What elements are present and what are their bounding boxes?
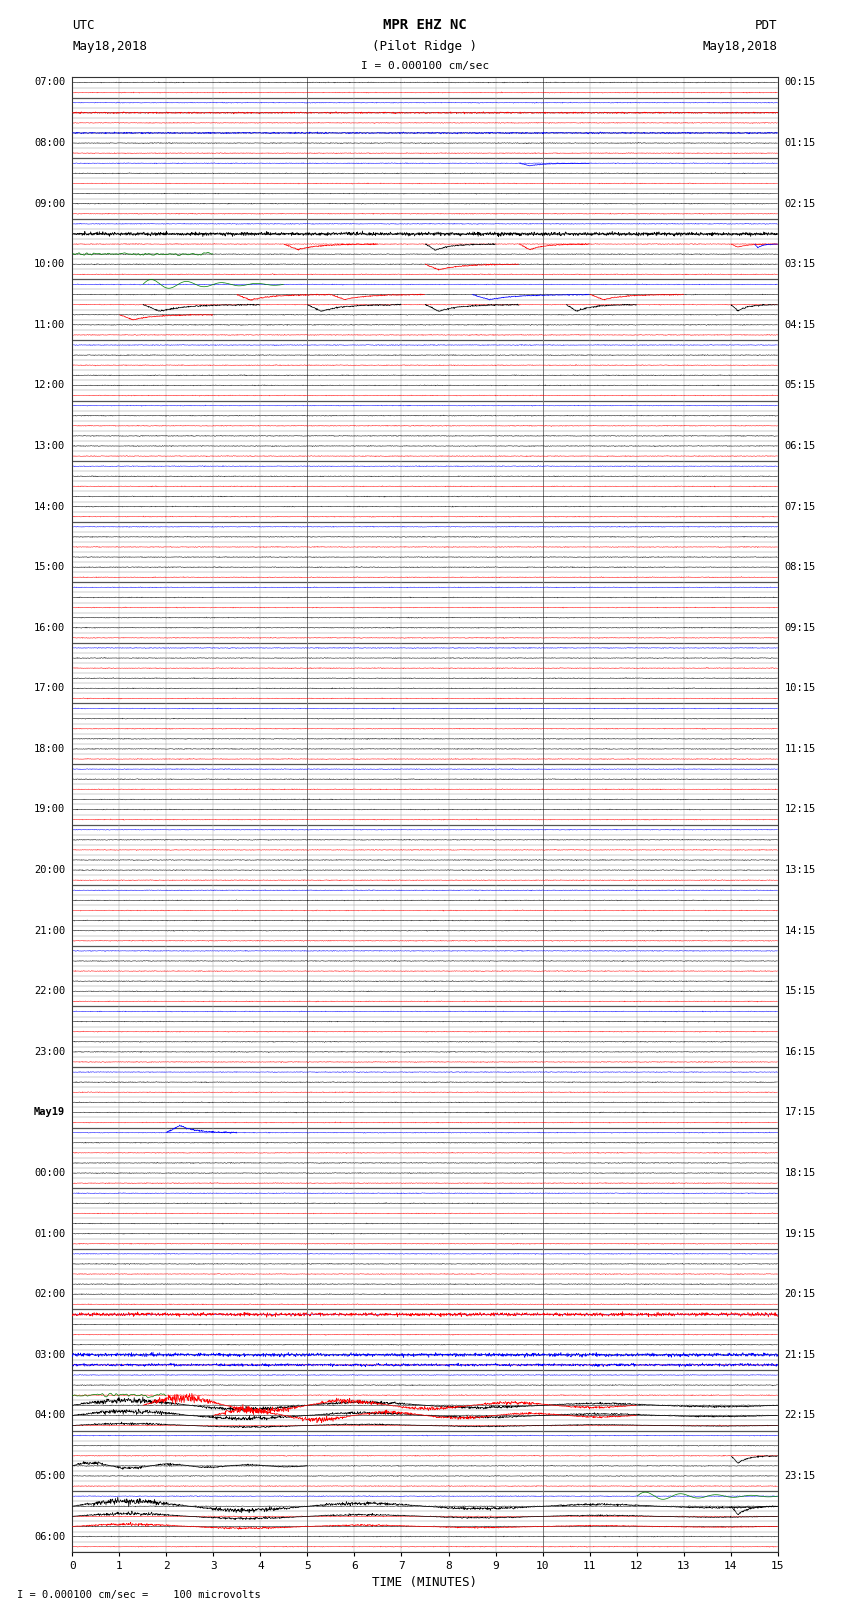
Text: 16:15: 16:15 [785, 1047, 816, 1057]
Text: 13:15: 13:15 [785, 865, 816, 876]
Text: 05:15: 05:15 [785, 381, 816, 390]
Text: 21:00: 21:00 [34, 926, 65, 936]
Text: 11:15: 11:15 [785, 744, 816, 753]
Text: 00:15: 00:15 [785, 77, 816, 87]
Text: 02:15: 02:15 [785, 198, 816, 208]
Text: May18,2018: May18,2018 [703, 40, 778, 53]
Text: 01:15: 01:15 [785, 139, 816, 148]
Text: 16:00: 16:00 [34, 623, 65, 632]
Text: 12:00: 12:00 [34, 381, 65, 390]
Text: 17:00: 17:00 [34, 684, 65, 694]
Text: 22:00: 22:00 [34, 986, 65, 997]
Text: 21:15: 21:15 [785, 1350, 816, 1360]
Text: 10:00: 10:00 [34, 260, 65, 269]
X-axis label: TIME (MINUTES): TIME (MINUTES) [372, 1576, 478, 1589]
Text: 22:15: 22:15 [785, 1410, 816, 1421]
Text: 07:00: 07:00 [34, 77, 65, 87]
Text: 14:00: 14:00 [34, 502, 65, 511]
Text: 04:00: 04:00 [34, 1410, 65, 1421]
Text: 03:00: 03:00 [34, 1350, 65, 1360]
Text: May18,2018: May18,2018 [72, 40, 147, 53]
Text: 06:00: 06:00 [34, 1531, 65, 1542]
Text: 13:00: 13:00 [34, 440, 65, 452]
Text: 18:00: 18:00 [34, 744, 65, 753]
Text: 10:15: 10:15 [785, 684, 816, 694]
Text: 15:15: 15:15 [785, 986, 816, 997]
Text: 09:00: 09:00 [34, 198, 65, 208]
Text: 06:15: 06:15 [785, 440, 816, 452]
Text: 20:00: 20:00 [34, 865, 65, 876]
Text: 11:00: 11:00 [34, 319, 65, 329]
Text: 09:15: 09:15 [785, 623, 816, 632]
Text: 05:00: 05:00 [34, 1471, 65, 1481]
Text: 07:15: 07:15 [785, 502, 816, 511]
Text: May19: May19 [34, 1108, 65, 1118]
Text: I = 0.000100 cm/sec: I = 0.000100 cm/sec [361, 61, 489, 71]
Text: 00:00: 00:00 [34, 1168, 65, 1177]
Text: 19:15: 19:15 [785, 1229, 816, 1239]
Text: PDT: PDT [756, 19, 778, 32]
Text: 02:00: 02:00 [34, 1289, 65, 1298]
Text: 15:00: 15:00 [34, 561, 65, 573]
Text: 23:15: 23:15 [785, 1471, 816, 1481]
Text: 04:15: 04:15 [785, 319, 816, 329]
Text: 01:00: 01:00 [34, 1229, 65, 1239]
Text: 03:15: 03:15 [785, 260, 816, 269]
Text: UTC: UTC [72, 19, 94, 32]
Text: MPR EHZ NC: MPR EHZ NC [383, 18, 467, 32]
Text: 08:15: 08:15 [785, 561, 816, 573]
Text: 08:00: 08:00 [34, 139, 65, 148]
Text: 12:15: 12:15 [785, 805, 816, 815]
Text: I = 0.000100 cm/sec =    100 microvolts: I = 0.000100 cm/sec = 100 microvolts [17, 1590, 261, 1600]
Text: 14:15: 14:15 [785, 926, 816, 936]
Text: 20:15: 20:15 [785, 1289, 816, 1298]
Text: 18:15: 18:15 [785, 1168, 816, 1177]
Text: (Pilot Ridge ): (Pilot Ridge ) [372, 40, 478, 53]
Text: 19:00: 19:00 [34, 805, 65, 815]
Text: 23:00: 23:00 [34, 1047, 65, 1057]
Text: 17:15: 17:15 [785, 1108, 816, 1118]
